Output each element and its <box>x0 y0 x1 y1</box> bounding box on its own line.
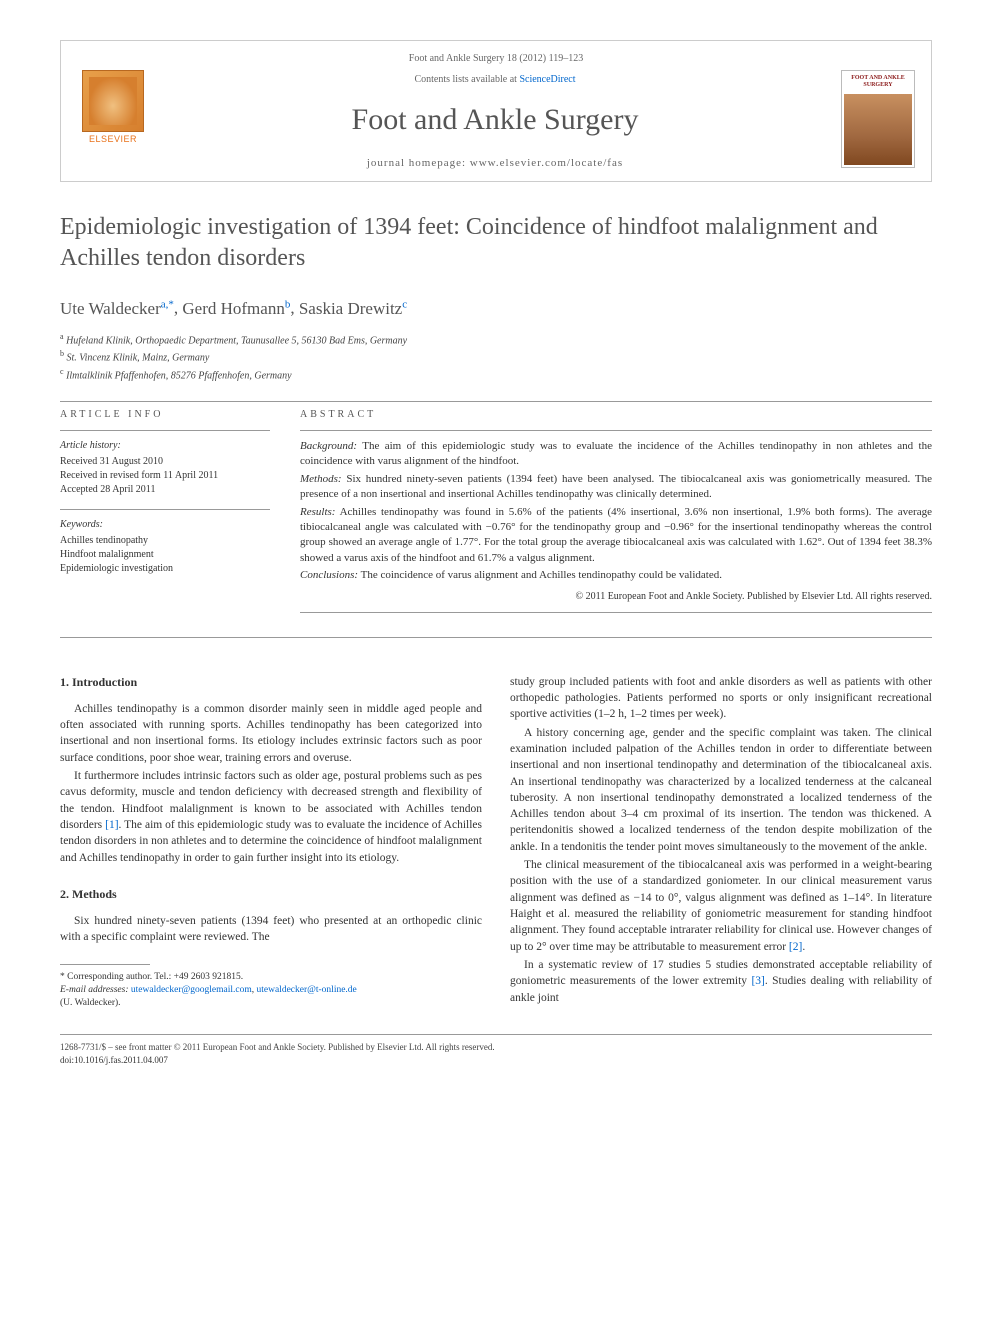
keyword-3: Epidemiologic investigation <box>60 562 270 576</box>
affiliation-c: c Ilmtalklinik Pfaffenhofen, 85276 Pfaff… <box>60 366 932 383</box>
homepage-prefix: journal homepage: <box>367 157 470 169</box>
email-line: E-mail addresses: utewaldecker@googlemai… <box>60 984 482 997</box>
journal-issue-meta: Foot and Ankle Surgery 18 (2012) 119–123 <box>77 53 915 64</box>
elsevier-label: ELSEVIER <box>89 134 137 144</box>
author-3-name: Saskia Drewitz <box>299 299 402 318</box>
affiliation-a: a Hufeland Klinik, Orthopaedic Departmen… <box>60 331 932 348</box>
col2-para-2: A history concerning age, gender and the… <box>510 725 932 856</box>
author-2-sup: b <box>285 298 291 310</box>
col2-para-3: The clinical measurement of the tibiocal… <box>510 857 932 955</box>
keywords-label: Keywords: <box>60 518 270 532</box>
journal-header: Foot and Ankle Surgery 18 (2012) 119–123… <box>60 40 932 182</box>
author-1-sup: a,* <box>161 298 174 310</box>
history-label: Article history: <box>60 439 270 453</box>
abstract: ABSTRACT Background: The aim of this epi… <box>300 408 932 613</box>
history-accepted: Accepted 28 April 2011 <box>60 483 270 497</box>
corresponding-author: * Corresponding author. Tel.: +49 2603 9… <box>60 971 482 984</box>
footnote-separator <box>60 964 150 965</box>
author-1-name: Ute Waldecker <box>60 299 161 318</box>
right-column: study group included patients with foot … <box>510 674 932 1011</box>
abstract-results: Results: Achilles tendinopathy was found… <box>300 505 932 567</box>
author-2-name: Gerd Hofmann <box>182 299 284 318</box>
contents-available-line: Contents lists available at ScienceDirec… <box>149 74 841 85</box>
author-3: Saskia Drewitzc <box>299 299 407 318</box>
affiliation-b: b St. Vincenz Klinik, Mainz, Germany <box>60 348 932 365</box>
keyword-2: Hindfoot malalignment <box>60 548 270 562</box>
history-received: Received 31 August 2010 <box>60 455 270 469</box>
email-1[interactable]: utewaldecker@googlemail.com <box>131 985 252 995</box>
footer-copyright: 1268-7731/$ – see front matter © 2011 Eu… <box>60 1041 932 1054</box>
abstract-methods: Methods: Six hundred ninety-seven patien… <box>300 472 932 503</box>
elsevier-tree-icon <box>82 70 144 132</box>
abstract-heading: ABSTRACT <box>300 408 932 422</box>
col2-para-4: In a systematic review of 17 studies 5 s… <box>510 957 932 1006</box>
intro-para-2: It furthermore includes intrinsic factor… <box>60 768 482 866</box>
reference-link-2[interactable]: [2] <box>789 941 802 953</box>
article-info: ARTICLE INFO Article history: Received 3… <box>60 408 270 613</box>
author-2: Gerd Hofmannb <box>182 299 290 318</box>
homepage-url[interactable]: www.elsevier.com/locate/fas <box>470 157 623 169</box>
article-info-heading: ARTICLE INFO <box>60 408 270 422</box>
reference-link-1[interactable]: [1] <box>105 819 118 831</box>
email-author-paren: (U. Waldecker). <box>60 997 482 1010</box>
divider-2 <box>60 637 932 638</box>
intro-para-1: Achilles tendinopathy is a common disord… <box>60 701 482 766</box>
article-title: Epidemiologic investigation of 1394 feet… <box>60 212 932 274</box>
contents-prefix: Contents lists available at <box>414 74 519 85</box>
journal-homepage: journal homepage: www.elsevier.com/locat… <box>149 157 841 169</box>
elsevier-logo-block: ELSEVIER <box>77 70 149 144</box>
author-3-sup: c <box>402 298 407 310</box>
email-2[interactable]: utewaldecker@t-online.de <box>257 985 357 995</box>
footer-doi: doi:10.1016/j.fas.2011.04.007 <box>60 1054 932 1067</box>
page-footer: 1268-7731/$ – see front matter © 2011 Eu… <box>60 1034 932 1066</box>
col2-para-1: study group included patients with foot … <box>510 674 932 723</box>
author-1: Ute Waldeckera,* <box>60 299 174 318</box>
cover-image <box>844 94 912 165</box>
affiliations: a Hufeland Klinik, Orthopaedic Departmen… <box>60 331 932 383</box>
divider <box>60 401 932 402</box>
abstract-background: Background: The aim of this epidemiologi… <box>300 439 932 470</box>
history-revised: Received in revised form 11 April 2011 <box>60 469 270 483</box>
author-list: Ute Waldeckera,*, Gerd Hofmannb, Saskia … <box>60 298 932 319</box>
cover-title: FOOT AND ANKLE SURGERY <box>842 71 914 92</box>
abstract-copyright: © 2011 European Foot and Ankle Society. … <box>300 590 932 604</box>
journal-name: Foot and Ankle Surgery <box>149 103 841 137</box>
methods-para-1: Six hundred ninety-seven patients (1394 … <box>60 913 482 946</box>
abstract-conclusions: Conclusions: The coincidence of varus al… <box>300 568 932 583</box>
methods-heading: 2. Methods <box>60 886 482 903</box>
sciencedirect-link[interactable]: ScienceDirect <box>519 74 575 85</box>
left-column: 1. Introduction Achilles tendinopathy is… <box>60 674 482 1011</box>
page: Foot and Ankle Surgery 18 (2012) 119–123… <box>0 0 992 1107</box>
footnotes: * Corresponding author. Tel.: +49 2603 9… <box>60 971 482 1011</box>
journal-cover-thumbnail: FOOT AND ANKLE SURGERY <box>841 70 915 168</box>
introduction-heading: 1. Introduction <box>60 674 482 691</box>
info-abstract-row: ARTICLE INFO Article history: Received 3… <box>60 408 932 613</box>
reference-link-3[interactable]: [3] <box>751 975 764 987</box>
body-columns: 1. Introduction Achilles tendinopathy is… <box>60 674 932 1011</box>
keyword-1: Achilles tendinopathy <box>60 534 270 548</box>
